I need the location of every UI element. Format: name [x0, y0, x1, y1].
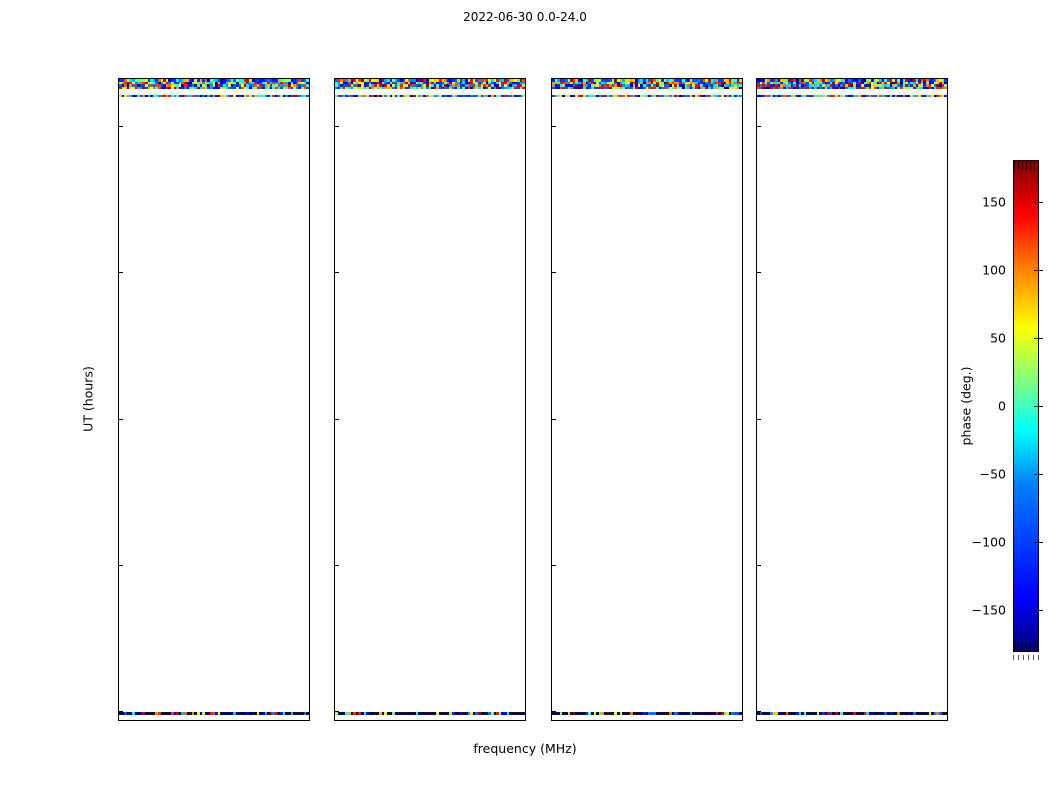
colorbar-tick-label: 100 [982, 262, 1006, 278]
colorbar-tick-label: 0 [998, 398, 1006, 414]
heatmap-raster-xy [552, 79, 742, 720]
x-tick-mark [519, 720, 520, 721]
colorbar-tick-mark [1038, 406, 1043, 407]
y-tick-mark-inner [757, 272, 761, 274]
colorbar-tick-mark-inner [1034, 474, 1038, 476]
colorbar-tick-mark-inner [1034, 542, 1038, 544]
colorbar-tick-label: −150 [971, 602, 1006, 618]
y-tick-mark-inner [119, 711, 123, 713]
colorbar-tick-mark [1038, 542, 1043, 544]
x-tick-mark [692, 720, 693, 721]
x-tick-mark [475, 720, 476, 721]
y-tick-mark-inner [552, 125, 556, 127]
colorbar-tick-label: −100 [971, 534, 1006, 550]
colorbar-tick-mark-inner [1034, 406, 1038, 407]
y-tick-mark-inner [552, 711, 556, 713]
colorbar-under-swatch [1013, 655, 1039, 660]
x-tick-mark [897, 720, 898, 721]
colorbar-tick-mark [1038, 269, 1043, 271]
x-tick-mark [172, 720, 173, 721]
colorbar-under-hatch [1014, 642, 1038, 651]
x-tick-mark [810, 720, 811, 721]
y-tick-mark-inner [757, 418, 761, 420]
y-axis-label: UT (hours) [80, 366, 96, 432]
y-tick-mark-inner [335, 125, 339, 127]
y-tick-mark-inner [119, 418, 123, 420]
y-tick-mark-inner [335, 272, 339, 274]
colorbar-tick-mark-inner [1034, 269, 1038, 271]
colorbar-tick-mark-inner [1034, 201, 1038, 203]
x-tick-mark [344, 720, 345, 721]
colorbar-tick-mark [1038, 474, 1043, 476]
x-tick-mark [215, 720, 216, 721]
x-tick-mark [736, 720, 737, 721]
y-tick-mark-inner [757, 125, 761, 127]
x-tick-mark [259, 720, 260, 721]
x-tick-mark [561, 720, 562, 721]
colorbar-tick-mark-inner [1034, 610, 1038, 612]
y-tick-mark-inner [335, 418, 339, 420]
colorbar-tick-mark [1038, 201, 1043, 203]
colorbar-tick-mark [1038, 337, 1043, 339]
x-tick-mark [941, 720, 942, 721]
y-tick-mark-inner [335, 711, 339, 713]
heatmap-raster-yx [757, 79, 947, 720]
heatmap-raster-yy [335, 79, 525, 720]
y-tick-mark-inner [119, 272, 123, 274]
colorbar-label: phase (deg.) [958, 366, 974, 446]
y-tick-mark-inner [552, 564, 556, 566]
x-tick-mark [303, 720, 304, 721]
plot-panel-yx[interactable]: YX, V6*V8=EA19*EA07 05101520320335350365… [756, 78, 948, 721]
y-tick-mark-inner [335, 564, 339, 566]
x-axis-label: frequency (MHz) [473, 741, 577, 756]
x-tick-mark [128, 720, 129, 721]
colorbar-tick-mark [1038, 610, 1043, 612]
colorbar-tick-label: 50 [990, 330, 1006, 346]
plot-panel-yy[interactable]: YY, V6*V8=EA19*EA07 05101520320335350365… [334, 78, 526, 721]
heatmap-raster-xx [119, 79, 309, 720]
colorbar[interactable]: 150 100 50 0 −50 −100 −150 [972, 160, 1043, 652]
x-tick-mark [853, 720, 854, 721]
colorbar-tick-label: 150 [982, 194, 1006, 210]
plot-panel-xx[interactable]: XX, V6*V8=EA19*EA07 05101520320335350365… [118, 78, 310, 721]
figure-suptitle: 2022-06-30 0.0-24.0 [463, 10, 587, 24]
y-tick-mark-inner [757, 564, 761, 566]
y-tick-mark-inner [119, 125, 123, 127]
colorbar-over-hatch [1014, 161, 1038, 170]
x-tick-mark [388, 720, 389, 721]
y-tick-mark-inner [757, 711, 761, 713]
x-tick-mark [431, 720, 432, 721]
y-tick-mark-inner [552, 272, 556, 274]
y-tick-mark-inner [552, 418, 556, 420]
x-tick-mark [605, 720, 606, 721]
x-tick-mark [766, 720, 767, 721]
colorbar-tick-mark-inner [1034, 337, 1038, 339]
colorbar-tick-label: −50 [979, 466, 1006, 482]
y-tick-mark-inner [119, 564, 123, 566]
x-tick-mark [648, 720, 649, 721]
plot-panel-xy[interactable]: XY, V6*V8=EA19*EA07 05101520320335350365… [551, 78, 743, 721]
